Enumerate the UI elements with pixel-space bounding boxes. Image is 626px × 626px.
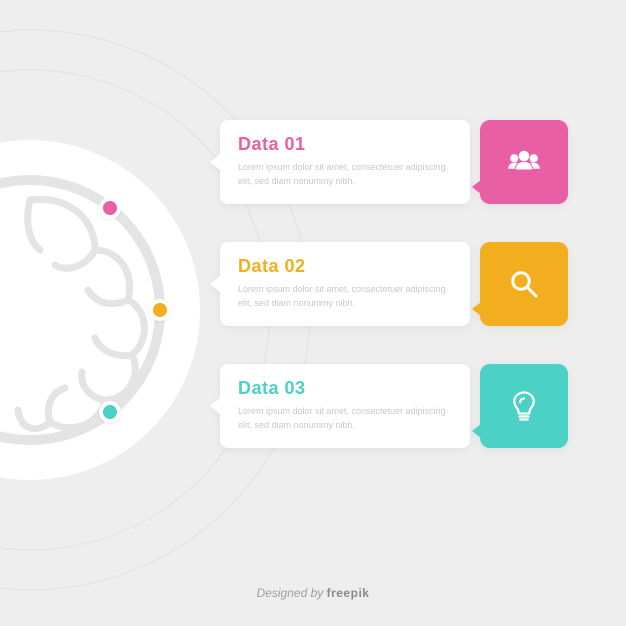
- speech-tail-icon: [210, 276, 220, 292]
- card-icon-box: [480, 242, 568, 326]
- people-icon: [506, 144, 542, 180]
- card-3: Data 03 Lorem ipsum dolor sit amet, cons…: [220, 364, 568, 448]
- card-icon-box: [480, 364, 568, 448]
- card-icon-box: [480, 120, 568, 204]
- speech-tail-icon: [210, 398, 220, 414]
- card-list: Data 01 Lorem ipsum dolor sit amet, cons…: [220, 120, 568, 448]
- lightbulb-icon: [506, 388, 542, 424]
- card-title: Data 02: [238, 256, 452, 277]
- card-body: Data 03 Lorem ipsum dolor sit amet, cons…: [220, 364, 470, 448]
- speech-tail-icon: [210, 154, 220, 170]
- card-title: Data 01: [238, 134, 452, 155]
- card-text: Lorem ipsum dolor sit amet, consectetuer…: [238, 283, 452, 310]
- attribution-footer: Designed by freepik: [0, 586, 626, 600]
- card-text: Lorem ipsum dolor sit amet, consectetuer…: [238, 405, 452, 432]
- search-icon: [506, 266, 542, 302]
- card-body: Data 01 Lorem ipsum dolor sit amet, cons…: [220, 120, 470, 204]
- speech-tail-icon: [472, 302, 481, 316]
- speech-tail-icon: [472, 424, 481, 438]
- footer-brand: freepik: [327, 586, 370, 600]
- card-text: Lorem ipsum dolor sit amet, consectetuer…: [238, 161, 452, 188]
- card-title: Data 03: [238, 378, 452, 399]
- card-body: Data 02 Lorem ipsum dolor sit amet, cons…: [220, 242, 470, 326]
- ring-dot-1: [99, 197, 121, 219]
- ring-dot-2: [149, 299, 171, 321]
- speech-tail-icon: [472, 180, 481, 194]
- infographic-stage: Data 01 Lorem ipsum dolor sit amet, cons…: [0, 0, 626, 626]
- footer-prefix: Designed by: [257, 586, 327, 600]
- card-1: Data 01 Lorem ipsum dolor sit amet, cons…: [220, 120, 568, 204]
- card-2: Data 02 Lorem ipsum dolor sit amet, cons…: [220, 242, 568, 326]
